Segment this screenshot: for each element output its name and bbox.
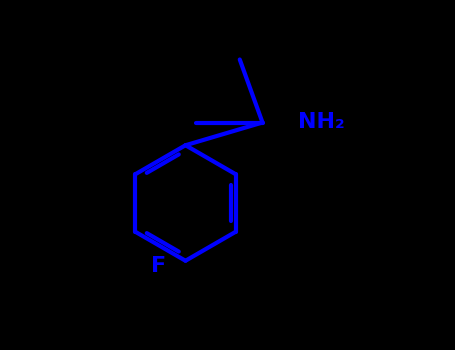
Text: NH₂: NH₂: [298, 112, 344, 133]
Text: F: F: [151, 256, 166, 276]
